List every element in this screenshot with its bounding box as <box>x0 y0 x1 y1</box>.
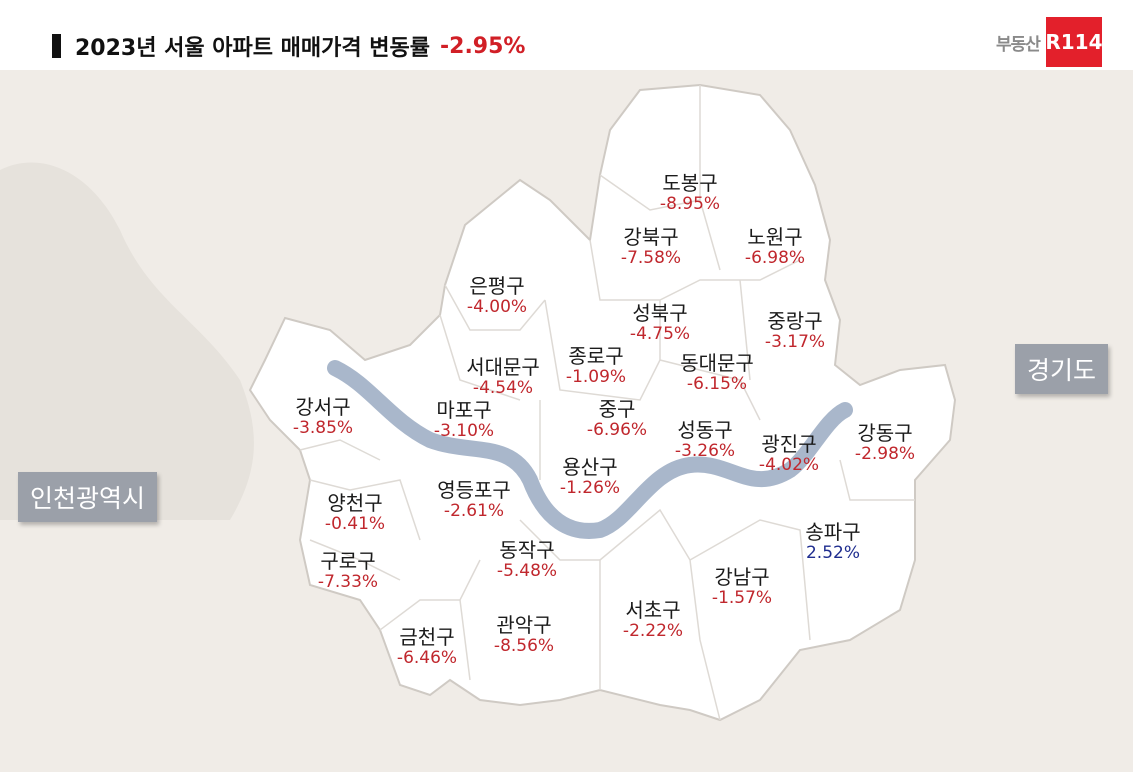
district-label: 종로구 -1.09% <box>566 345 626 388</box>
district-name: 은평구 <box>469 274 525 298</box>
region-label-gyeonggi: 경기도 <box>1015 344 1109 394</box>
district-name: 용산구 <box>562 455 618 479</box>
district-label: 양천구 -0.41% <box>325 492 385 535</box>
district-rate: -6.96% <box>586 420 648 440</box>
district-rate: -2.61% <box>443 501 505 521</box>
district-name: 관악구 <box>496 613 552 637</box>
r114-logo-icon: R114 <box>1045 17 1103 67</box>
title-marker-icon <box>52 34 61 58</box>
map-title: 2023년 서울 아파트 매매가격 변동률 -2.95% <box>52 30 525 62</box>
district-label: 서대문구 -4.54% <box>466 356 540 399</box>
district-rate: -2.22% <box>622 621 684 641</box>
seoul-outline <box>248 83 957 722</box>
district-label: 노원구 -6.98% <box>745 226 805 269</box>
district-name: 양천구 <box>327 491 383 515</box>
district-label: 강북구 -7.58% <box>621 226 681 269</box>
district-name: 강북구 <box>623 225 679 249</box>
district-rate: -6.15% <box>686 374 748 394</box>
district-name: 서초구 <box>625 598 681 622</box>
district-label: 중구 -6.96% <box>587 398 647 441</box>
district-rate: -1.57% <box>711 588 773 608</box>
district-label: 구로구 -7.33% <box>318 550 378 593</box>
district-name: 금천구 <box>399 625 455 649</box>
district-label: 송파구 2.52% <box>805 521 860 564</box>
district-rate: -4.00% <box>466 297 528 317</box>
district-label: 광진구 -4.02% <box>759 433 819 476</box>
district-name: 동대문구 <box>680 351 754 375</box>
district-rate: -3.10% <box>433 421 495 441</box>
district-name: 종로구 <box>568 344 624 368</box>
district-label: 서초구 -2.22% <box>623 599 683 642</box>
district-label: 성동구 -3.26% <box>675 419 735 462</box>
district-label: 마포구 -3.10% <box>434 399 494 442</box>
district-name: 강서구 <box>295 395 351 419</box>
district-label: 성북구 -4.75% <box>630 302 690 345</box>
incheon-area <box>0 162 254 520</box>
district-rate: -4.02% <box>758 455 820 475</box>
district-label: 영등포구 -2.61% <box>437 479 511 522</box>
district-name: 중구 <box>598 397 636 421</box>
district-name: 서대문구 <box>466 355 540 379</box>
header-background <box>0 0 1133 70</box>
district-rate: -5.48% <box>496 561 558 581</box>
district-name: 송파구 <box>805 520 861 544</box>
district-rate: -6.98% <box>744 248 806 268</box>
district-name: 동작구 <box>499 538 555 562</box>
district-label: 관악구 -8.56% <box>494 614 554 657</box>
district-name: 도봉구 <box>662 171 718 195</box>
district-name: 마포구 <box>436 398 492 422</box>
district-rate: 2.52% <box>805 543 861 563</box>
district-rate: -4.75% <box>629 324 691 344</box>
district-label: 중랑구 -3.17% <box>765 310 825 353</box>
district-boundaries <box>299 85 915 721</box>
district-name: 성북구 <box>632 301 688 325</box>
district-name: 구로구 <box>320 549 376 573</box>
district-label: 강동구 -2.98% <box>855 422 915 465</box>
district-name: 광진구 <box>761 432 817 456</box>
district-name: 영등포구 <box>437 478 511 502</box>
district-name: 성동구 <box>677 418 733 442</box>
district-name: 중랑구 <box>767 309 823 333</box>
district-label: 금천구 -6.46% <box>397 626 457 669</box>
brand-text: 부동산 <box>996 34 1041 55</box>
district-name: 강남구 <box>714 565 770 589</box>
district-rate: -3.26% <box>674 441 736 461</box>
district-label: 동작구 -5.48% <box>497 539 557 582</box>
district-label: 강남구 -1.57% <box>712 566 772 609</box>
title-text: 2023년 서울 아파트 매매가격 변동률 <box>75 36 430 61</box>
district-label: 용산구 -1.26% <box>560 456 620 499</box>
district-rate: -3.85% <box>292 418 354 438</box>
district-rate: -1.26% <box>559 478 621 498</box>
district-rate: -8.95% <box>659 194 721 214</box>
title-rate: -2.95% <box>440 33 526 59</box>
brand-logo: 부동산 R114 <box>996 17 1103 67</box>
district-rate: -7.58% <box>620 248 682 268</box>
district-rate: -1.09% <box>565 367 627 387</box>
district-label: 동대문구 -6.15% <box>680 352 754 395</box>
district-name: 노원구 <box>747 225 803 249</box>
district-label: 도봉구 -8.95% <box>660 172 720 215</box>
district-rate: -7.33% <box>317 572 379 592</box>
district-rate: -0.41% <box>324 514 386 534</box>
district-rate: -6.46% <box>396 648 458 668</box>
region-label-incheon: 인천광역시 <box>18 472 158 522</box>
district-rate: -8.56% <box>493 636 555 656</box>
district-name: 강동구 <box>857 421 913 445</box>
han-river <box>327 360 853 539</box>
district-rate: -3.17% <box>764 332 826 352</box>
district-rate: -2.98% <box>854 444 916 464</box>
district-rate: -4.54% <box>472 378 534 398</box>
district-label: 은평구 -4.00% <box>467 275 527 318</box>
district-label: 강서구 -3.85% <box>293 396 353 439</box>
